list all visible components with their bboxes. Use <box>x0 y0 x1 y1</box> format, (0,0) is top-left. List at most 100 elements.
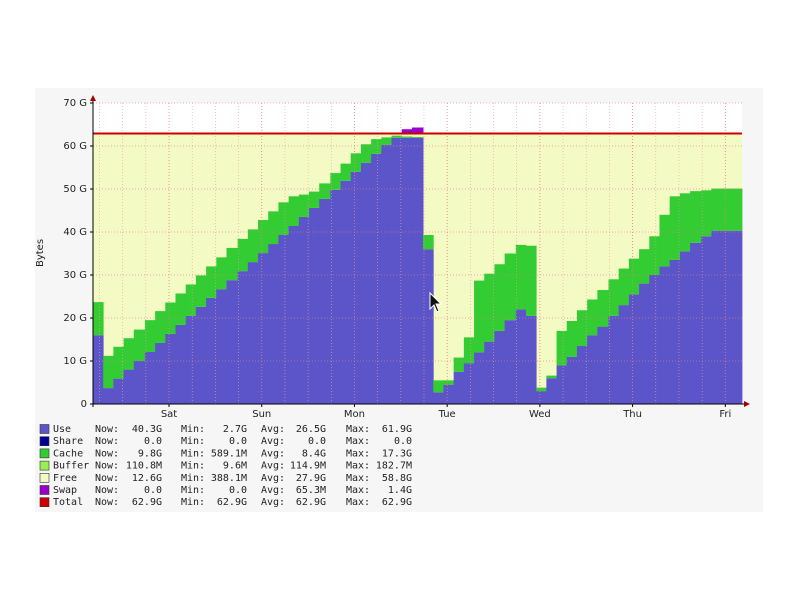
area-step <box>113 378 124 404</box>
x-tick-label: Sun <box>252 409 271 420</box>
area-step <box>433 380 444 393</box>
legend-stat-label: Avg: <box>261 448 285 459</box>
legend-stat-value: 62.9G <box>382 497 412 508</box>
legend-stat-value: 62.9G <box>296 497 326 508</box>
area-step <box>659 266 671 404</box>
legend-stat-value: 0.0 <box>144 436 162 447</box>
area-step <box>597 290 609 327</box>
area-step <box>144 351 156 404</box>
area-step <box>340 163 352 181</box>
legend-stat-value: 8.4G <box>302 448 326 459</box>
area-step <box>659 214 671 267</box>
area-step <box>155 342 166 404</box>
legend-stat-label: Now: <box>95 485 119 496</box>
area-step <box>195 275 207 307</box>
y-tick-label: 10 G <box>63 356 87 367</box>
area-step <box>618 268 630 306</box>
legend-stat-label: Min: <box>181 473 205 484</box>
legend-stat-label: Avg: <box>261 436 285 447</box>
area-step <box>546 378 557 404</box>
y-tick-label: 30 G <box>63 270 87 281</box>
legend-stat-value: 9.8G <box>138 448 162 459</box>
area-step <box>298 194 310 217</box>
legend-stat-label: Min: <box>181 448 205 459</box>
area-step <box>701 236 712 404</box>
area-step <box>587 299 598 336</box>
y-tick-label: 40 G <box>63 227 87 238</box>
area-step <box>113 346 124 379</box>
area-step <box>679 193 691 252</box>
legend-stat-value: 0.0 <box>144 485 162 496</box>
area-step <box>587 335 598 404</box>
area-step <box>268 244 279 404</box>
legend-stat-value: 589.1M <box>211 448 247 459</box>
area-step <box>371 153 382 404</box>
legend-stat-label: Now: <box>95 461 119 472</box>
y-tick-label: 0 <box>81 399 87 410</box>
legend-swatch <box>39 485 50 495</box>
area-step <box>258 219 269 254</box>
x-tick-label: Fri <box>719 409 731 420</box>
area-step <box>216 257 227 290</box>
legend-label: Use <box>53 424 71 435</box>
area-step <box>330 173 341 190</box>
area-step <box>669 259 681 404</box>
area-step <box>360 144 372 163</box>
area-step <box>381 137 392 145</box>
area-step <box>206 266 217 298</box>
area-step <box>155 311 166 343</box>
area-step <box>330 189 341 404</box>
legend-swatch <box>39 448 50 459</box>
area-step <box>453 371 465 404</box>
legend-stat-label: Min: <box>181 436 205 447</box>
area-step <box>411 127 424 134</box>
legend-stat-label: Max: <box>346 473 370 484</box>
area-step <box>525 315 537 404</box>
legend-stat-value: 58.8G <box>382 473 412 484</box>
legend-stat-label: Avg: <box>261 497 285 508</box>
area-step <box>185 315 197 404</box>
legend-label: Cache <box>53 448 83 459</box>
x-tick-label: Thu <box>622 409 642 420</box>
area-step <box>639 283 650 404</box>
area-step <box>165 302 176 334</box>
area-step <box>391 135 403 138</box>
legend-swatch <box>39 472 50 483</box>
legend-stat-value: 27.9G <box>296 473 326 484</box>
legend-stat-label: Avg: <box>261 485 285 496</box>
legend-swatch <box>39 424 50 434</box>
area-step <box>278 202 290 236</box>
area-step <box>268 211 279 245</box>
area-step <box>669 196 681 260</box>
legend-stat-label: Min: <box>181 461 205 472</box>
area-step <box>175 324 187 404</box>
area-step <box>628 258 640 295</box>
area-step <box>401 129 413 134</box>
area-step <box>411 136 424 138</box>
y-tick-label: 20 G <box>63 313 87 324</box>
legend-label: Free <box>53 473 77 484</box>
legend: Use Now: 40.3G Min: 2.7G Avg: 26.5G Max: 61.9G Sh… <box>39 424 412 508</box>
area-step <box>701 190 712 237</box>
y-tick-label: 50 G <box>63 184 87 195</box>
legend-label: Share <box>53 436 83 447</box>
legend-stat-label: Min: <box>181 485 205 496</box>
legend-stat-value: 17.3G <box>382 448 412 459</box>
area-step <box>237 238 249 272</box>
area-step <box>494 330 506 404</box>
area-step <box>319 183 331 199</box>
area-step <box>226 247 239 281</box>
x-axis-arrow <box>744 401 750 407</box>
legend-stat-label: Max: <box>346 436 370 447</box>
area-step <box>711 230 743 404</box>
legend-swatch <box>39 460 50 471</box>
area-step <box>340 180 352 404</box>
area-step <box>597 326 609 404</box>
legend-stat-value: 9.6M <box>223 461 247 472</box>
area-step <box>628 294 640 404</box>
legend-label: Swap <box>53 485 77 496</box>
legend-swatch <box>39 436 50 447</box>
area-step <box>309 191 320 208</box>
legend-stat-label: Now: <box>95 424 119 435</box>
